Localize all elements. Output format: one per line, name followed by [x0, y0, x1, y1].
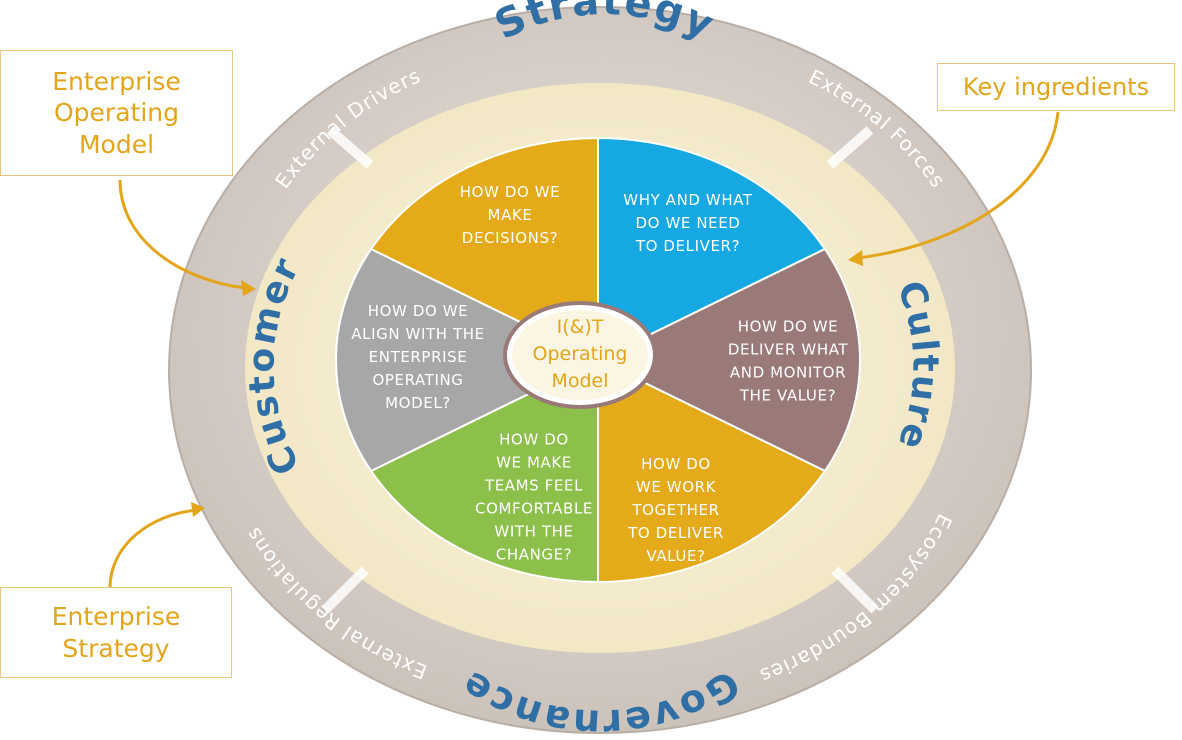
- segment-make-decisions: [369, 136, 599, 362]
- segment-label-deliver-monitor-value: HOW DO WE DELIVER WHAT AND MONITOR THE VALU…: [728, 318, 849, 405]
- segment-label-make-decisions: HOW DO WE MAKE DECISIONS?: [460, 183, 561, 247]
- callout-es-line-2: Strategy: [62, 633, 170, 663]
- segment-label-align-enterprise: HOW DO WE ALIGN WITH THE ENTERPRISE OPERATI…: [351, 302, 484, 412]
- callout-arrows: [108, 111, 1060, 589]
- arrowhead-key: [848, 250, 863, 266]
- callout-eom-line-1: Enterprise: [52, 67, 181, 97]
- segment-deliver-monitor-value: [595, 247, 861, 473]
- callout-key-ingredients: Key ingredients: [937, 63, 1175, 111]
- center-line-2: Operating: [533, 343, 628, 365]
- center-line-1: I(&)T: [557, 316, 604, 338]
- segment-label-teams-comfortable: HOW DO WE MAKE TEAMS FEEL COMFORTABLE WITH T…: [475, 431, 593, 564]
- center-line-3: Model: [551, 370, 608, 392]
- arrowhead-es: [191, 502, 205, 517]
- callout-enterprise-operating-model: Enterprise Operating Model: [0, 50, 233, 176]
- arrowhead-eom: [241, 280, 256, 296]
- segment-label-work-together: HOW DO WE WORK TOGETHER TO DELIVER VALUE?: [627, 455, 724, 565]
- segment-why-what-deliver: [597, 136, 827, 362]
- callout-eom-line-2: Operating: [53, 98, 179, 128]
- arrow-key-ingredients: [857, 111, 1060, 260]
- callout-enterprise-strategy: Enterprise Strategy: [0, 587, 232, 678]
- segment-teams-comfortable: [369, 358, 599, 584]
- segment-label-why-what-deliver: WHY AND WHAT DO WE NEED TO DELIVER?: [623, 191, 753, 255]
- arrow-enterprise-operating-model: [118, 179, 246, 290]
- center-ellipse-inner: [512, 310, 648, 400]
- callout-eom-line-3: Model: [78, 129, 155, 159]
- callout-es-line-1: Enterprise: [51, 602, 181, 632]
- callout-key-text: Key ingredients: [962, 73, 1150, 101]
- segment-align-enterprise: [335, 247, 601, 473]
- segment-labels: WHY AND WHAT DO WE NEED TO DELIVER? HOW DO …: [351, 183, 848, 565]
- pie-chart-segments: [335, 136, 861, 584]
- segment-work-together: [597, 358, 827, 584]
- middle-ring-dividers: [321, 126, 879, 614]
- arrow-enterprise-strategy: [108, 508, 197, 589]
- arrow-heads: [191, 250, 863, 517]
